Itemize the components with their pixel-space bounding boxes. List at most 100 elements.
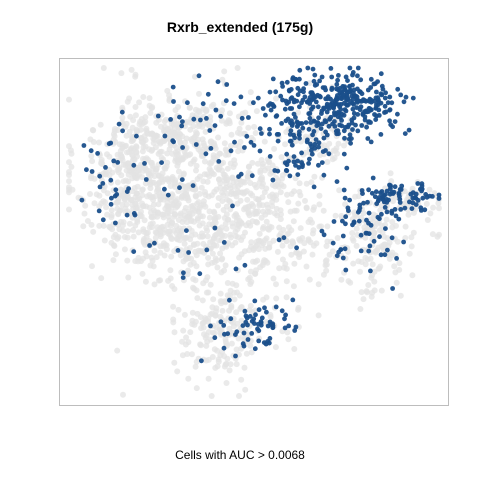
background-cell-point: [296, 180, 303, 187]
highlighted-cell-point: [334, 253, 340, 259]
background-cell-point: [149, 146, 156, 153]
highlighted-cell-point: [295, 92, 301, 98]
highlighted-cell-point: [355, 209, 361, 215]
background-cell-point: [275, 178, 282, 184]
highlighted-cell-point: [335, 77, 340, 83]
highlighted-cell-point: [312, 141, 318, 147]
background-cell-point: [115, 211, 122, 218]
highlighted-cell-point: [280, 97, 285, 103]
background-cell-point: [176, 233, 183, 240]
background-cell-point: [235, 148, 242, 155]
background-cell-point: [108, 212, 115, 219]
background-cell-point: [271, 145, 278, 152]
background-cell-point: [258, 214, 265, 221]
highlighted-cell-point: [326, 123, 332, 129]
highlighted-cell-point: [339, 118, 344, 123]
background-cell-point: [316, 201, 323, 208]
background-cell-point: [226, 367, 233, 374]
highlighted-cell-point: [175, 248, 181, 253]
background-cell-point: [263, 218, 270, 225]
background-cell-point: [238, 317, 245, 324]
background-cell-point: [405, 211, 412, 218]
background-cell-point: [202, 128, 209, 135]
background-cell-point: [171, 359, 178, 366]
background-cell-point: [233, 361, 240, 368]
background-cell-point: [180, 258, 187, 265]
background-cell-point: [177, 210, 184, 217]
highlighted-cell-point: [342, 195, 348, 201]
background-cell-point: [151, 247, 158, 254]
background-cell-point: [380, 244, 387, 251]
background-cell-point: [233, 346, 240, 353]
background-cell-point: [336, 187, 343, 194]
background-cell-point: [227, 231, 234, 238]
highlighted-cell-point: [294, 245, 299, 251]
background-cell-point: [175, 168, 182, 175]
background-cell-point: [115, 234, 122, 241]
background-cell-point: [231, 296, 238, 303]
background-cell-point: [266, 223, 273, 230]
background-cell-point: [282, 141, 289, 148]
highlighted-cell-point: [216, 159, 222, 164]
highlighted-cell-point: [186, 250, 191, 255]
highlighted-cell-point: [79, 197, 85, 203]
background-cell-point: [192, 132, 199, 139]
background-cell-point: [170, 316, 177, 323]
highlighted-cell-point: [328, 66, 334, 71]
highlighted-cell-point: [388, 186, 393, 192]
highlighted-cell-point: [313, 99, 319, 105]
background-cell-point: [142, 137, 149, 144]
background-cell-point: [181, 240, 188, 247]
background-cell-point: [248, 349, 255, 356]
background-cell-point: [150, 201, 157, 208]
highlighted-cell-point: [267, 126, 272, 132]
highlighted-cell-point: [327, 116, 332, 122]
highlighted-cell-point: [373, 105, 379, 111]
highlighted-cell-point: [372, 112, 377, 117]
background-cell-point: [66, 96, 72, 103]
background-cell-point: [284, 329, 291, 336]
background-cell-point: [370, 214, 377, 221]
background-cell-point: [149, 104, 156, 111]
background-cell-point: [210, 296, 217, 303]
highlighted-cell-point: [221, 240, 227, 245]
highlighted-cell-point: [373, 95, 379, 101]
highlighted-cell-point: [309, 144, 314, 149]
background-cell-point: [218, 117, 225, 124]
highlighted-cell-point: [295, 85, 301, 91]
highlighted-cell-point: [323, 87, 328, 93]
background-cell-point: [258, 157, 265, 163]
highlighted-cell-point: [351, 115, 357, 121]
background-cell-point: [303, 180, 310, 187]
background-cell-point: [291, 188, 298, 195]
highlighted-cell-point: [378, 252, 384, 258]
background-cell-point: [104, 190, 111, 197]
background-cell-point: [91, 175, 98, 182]
background-cell-point: [202, 203, 209, 210]
background-cell-point: [182, 341, 189, 348]
highlighted-cell-point: [284, 168, 290, 174]
highlighted-cell-point: [126, 186, 131, 192]
highlighted-cell-point: [369, 190, 375, 196]
highlighted-cell-point: [349, 136, 354, 141]
background-cell-point: [330, 147, 337, 154]
highlighted-cell-point: [387, 182, 392, 188]
highlighted-cell-point: [371, 81, 377, 87]
highlighted-cell-point: [390, 286, 395, 291]
background-cell-point: [114, 179, 121, 186]
background-cell-point: [178, 194, 185, 201]
highlighted-cell-point: [356, 98, 362, 104]
highlighted-cell-point: [387, 94, 393, 100]
highlighted-cell-point: [287, 138, 293, 144]
highlighted-cell-point: [396, 216, 402, 222]
background-cell-point: [224, 165, 231, 172]
highlighted-cell-point: [257, 148, 263, 154]
background-cell-point: [150, 214, 157, 220]
background-cell-point: [227, 287, 234, 294]
highlighted-cell-point: [162, 186, 167, 192]
highlighted-cell-point: [241, 330, 247, 336]
background-cell-point: [90, 228, 97, 235]
background-cell-point: [291, 260, 298, 267]
background-cell-point: [429, 231, 436, 238]
highlighted-cell-point: [291, 111, 297, 117]
